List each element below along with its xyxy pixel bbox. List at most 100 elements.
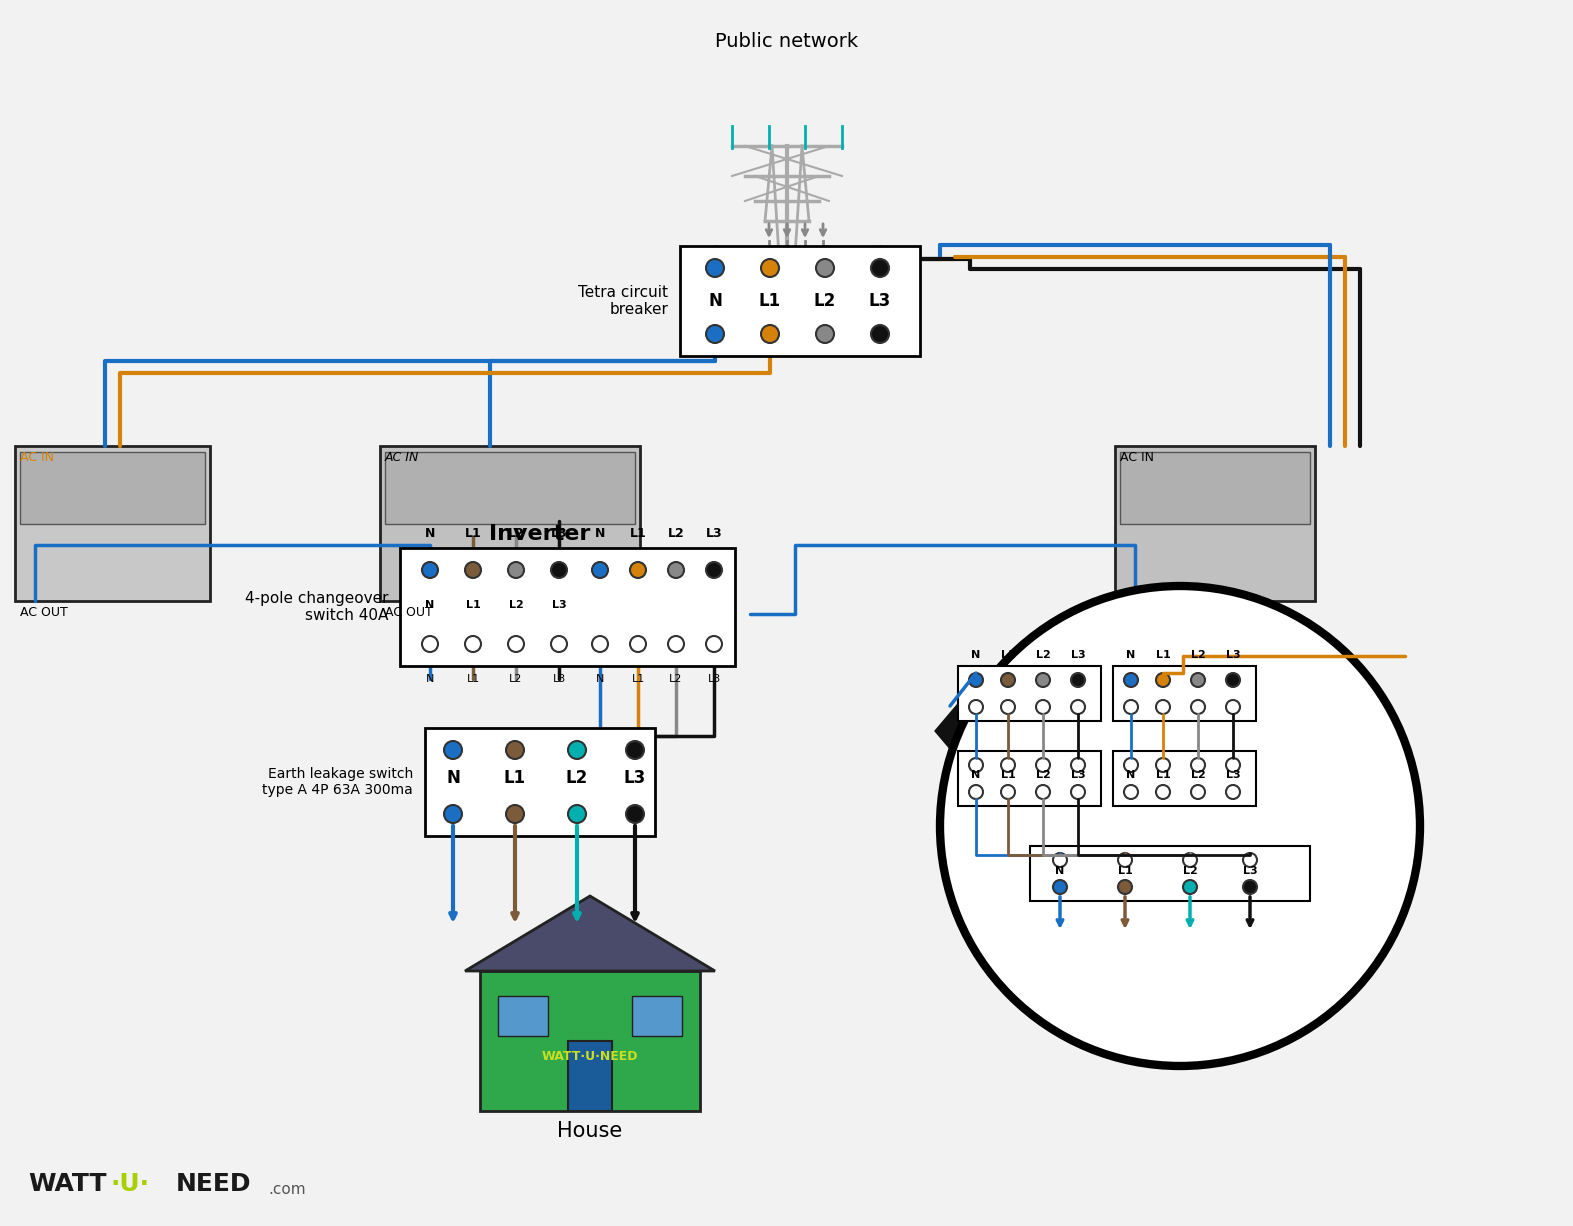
Bar	[680, 246, 920, 356]
Circle shape	[871, 325, 889, 343]
Circle shape	[1225, 785, 1240, 799]
Circle shape	[1071, 785, 1085, 799]
Text: L1: L1	[1118, 866, 1133, 875]
Text: L2: L2	[1035, 770, 1051, 781]
Circle shape	[1037, 785, 1051, 799]
Circle shape	[444, 741, 462, 759]
Bar	[1114, 666, 1255, 721]
Circle shape	[816, 259, 834, 277]
Text: AC IN: AC IN	[1120, 451, 1155, 463]
Bar	[632, 996, 683, 1036]
Bar	[958, 666, 1101, 721]
Circle shape	[761, 259, 779, 277]
Bar	[1030, 846, 1310, 901]
Bar	[1120, 452, 1310, 524]
Text: Inverter: Inverter	[489, 524, 591, 543]
Text: N: N	[1126, 650, 1136, 660]
Circle shape	[1000, 758, 1015, 772]
Text: .com: .com	[267, 1182, 305, 1197]
Text: L3: L3	[552, 600, 566, 611]
Circle shape	[1183, 880, 1197, 894]
Circle shape	[1071, 700, 1085, 714]
Circle shape	[941, 586, 1420, 1065]
Text: N: N	[1055, 866, 1065, 875]
Text: L2: L2	[1191, 770, 1205, 781]
Text: L3: L3	[1243, 866, 1257, 875]
Circle shape	[507, 741, 524, 759]
Bar	[958, 752, 1101, 805]
Circle shape	[507, 805, 524, 823]
Circle shape	[1118, 880, 1133, 894]
Text: WATT: WATT	[28, 1172, 107, 1197]
Circle shape	[1243, 880, 1257, 894]
Text: L3: L3	[706, 527, 722, 539]
Text: ·U·: ·U·	[110, 1172, 149, 1197]
Circle shape	[669, 636, 684, 652]
Circle shape	[1225, 700, 1240, 714]
Bar	[20, 452, 204, 524]
Circle shape	[1125, 673, 1137, 687]
Circle shape	[508, 636, 524, 652]
Circle shape	[591, 636, 609, 652]
Text: L2: L2	[510, 674, 522, 684]
Text: N: N	[425, 600, 434, 611]
Circle shape	[1243, 853, 1257, 867]
Circle shape	[1000, 673, 1015, 687]
Text: L2: L2	[670, 674, 683, 684]
Text: L1: L1	[466, 674, 480, 684]
Circle shape	[1052, 853, 1066, 867]
Bar	[385, 452, 635, 524]
Circle shape	[1191, 785, 1205, 799]
Circle shape	[422, 562, 437, 577]
Text: N: N	[426, 674, 434, 684]
Circle shape	[422, 636, 437, 652]
Circle shape	[1071, 673, 1085, 687]
Circle shape	[1118, 853, 1133, 867]
Circle shape	[1156, 785, 1170, 799]
Text: L3: L3	[1071, 650, 1085, 660]
Circle shape	[1071, 758, 1085, 772]
Text: 4-pole changeover
switch 40A: 4-pole changeover switch 40A	[244, 591, 389, 623]
Circle shape	[1191, 700, 1205, 714]
Circle shape	[1156, 758, 1170, 772]
Text: L3: L3	[1225, 650, 1241, 660]
Text: N: N	[708, 292, 722, 310]
Circle shape	[1125, 758, 1137, 772]
Circle shape	[568, 741, 587, 759]
Bar	[568, 1041, 612, 1111]
Text: L1: L1	[758, 292, 782, 310]
Text: L3: L3	[551, 527, 568, 539]
Text: L3: L3	[552, 674, 566, 684]
Text: L2: L2	[508, 600, 524, 611]
Text: L3: L3	[868, 292, 892, 310]
Bar	[1115, 446, 1315, 601]
Text: Earth leakage switch
type A 4P 63A 300ma: Earth leakage switch type A 4P 63A 300ma	[263, 767, 414, 797]
Text: NEED: NEED	[176, 1172, 252, 1197]
Bar	[499, 996, 547, 1036]
Text: L1: L1	[464, 527, 481, 539]
Text: N: N	[596, 674, 604, 684]
Circle shape	[626, 805, 643, 823]
Text: N: N	[425, 527, 436, 539]
Text: AC OUT: AC OUT	[385, 606, 433, 619]
Text: L3: L3	[1071, 770, 1085, 781]
Bar	[16, 446, 211, 601]
Circle shape	[1225, 673, 1240, 687]
Circle shape	[466, 562, 481, 577]
Text: N: N	[972, 650, 980, 660]
Circle shape	[1191, 673, 1205, 687]
Text: Public network: Public network	[716, 32, 859, 51]
Text: L1: L1	[1000, 650, 1016, 660]
Text: L2: L2	[566, 769, 588, 787]
Circle shape	[1052, 880, 1066, 894]
Circle shape	[631, 562, 647, 577]
Text: Tetra circuit
breaker: Tetra circuit breaker	[577, 284, 669, 318]
Circle shape	[1183, 853, 1197, 867]
Text: L2: L2	[508, 527, 524, 539]
Circle shape	[551, 636, 566, 652]
Circle shape	[508, 562, 524, 577]
Circle shape	[1156, 700, 1170, 714]
Bar	[1114, 752, 1255, 805]
Text: L1: L1	[1000, 770, 1016, 781]
Circle shape	[871, 259, 889, 277]
